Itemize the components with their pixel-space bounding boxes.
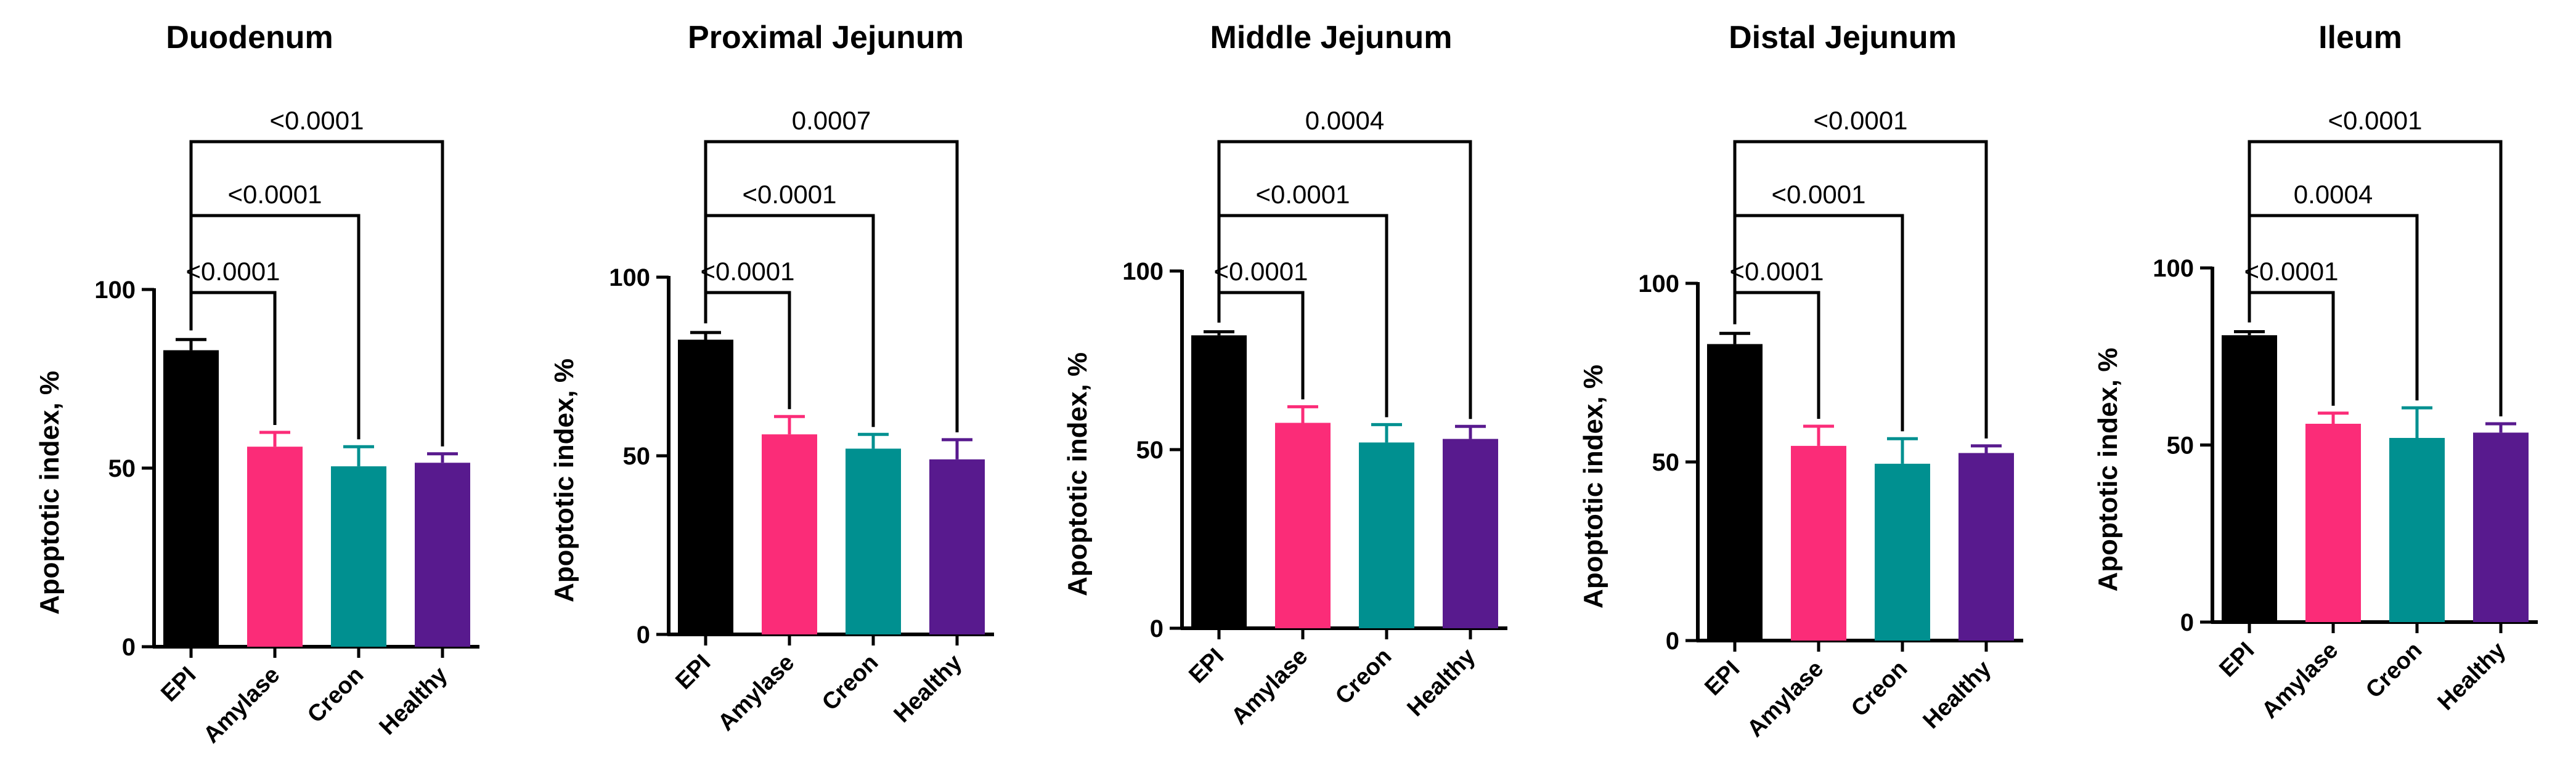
category-label-epi: EPI [156, 662, 201, 707]
y-tick-label: 100 [1638, 270, 1679, 297]
chart-title: Ileum [2318, 20, 2402, 55]
y-tick-label: 100 [609, 264, 650, 291]
y-tick-label: 0 [2180, 609, 2194, 636]
y-axis-label: Apoptotic index, % [2093, 348, 2123, 592]
p-value-label: <0.0001 [701, 257, 795, 286]
significance-bracket [1733, 140, 1988, 439]
p-value-label: <0.0001 [1214, 257, 1308, 286]
y-tick-label: 50 [108, 455, 136, 482]
category-label-amylase: Amylase [198, 662, 285, 748]
category-label-creon: Creon [1846, 656, 1912, 722]
y-axis-label: Apoptotic index, % [35, 371, 65, 615]
bar-amylase [762, 434, 817, 634]
p-value-label: <0.0001 [228, 180, 322, 209]
p-value-label: 0.0004 [2294, 180, 2373, 209]
bar-creon [1359, 442, 1414, 628]
y-tick-label: 0 [637, 621, 650, 649]
y-tick-label: 50 [1136, 437, 1164, 464]
y-tick-label: 50 [2167, 432, 2195, 459]
bar-healthy [2473, 432, 2529, 622]
y-axis-label: Apoptotic index, % [549, 358, 579, 602]
category-label-healthy: Healthy [2433, 637, 2511, 716]
category-label-epi: EPI [670, 650, 715, 695]
chart-title: Middle Jejunum [1210, 20, 1453, 55]
p-value-label: <0.0001 [270, 106, 364, 135]
category-label-healthy: Healthy [1403, 644, 1481, 722]
bar-healthy [415, 463, 470, 647]
bar-creon [1875, 463, 1930, 641]
p-value-label: <0.0001 [1256, 180, 1350, 209]
p-value-label: <0.0001 [1730, 257, 1824, 286]
bar-epi [678, 339, 733, 634]
bar-healthy [1443, 439, 1498, 628]
p-value-label: 0.0007 [792, 106, 871, 135]
bar-epi [1707, 344, 1763, 641]
significance-bracket [1217, 140, 1472, 419]
p-value-label: <0.0001 [1772, 180, 1866, 209]
p-value-label: <0.0001 [1814, 106, 1908, 135]
category-label-healthy: Healthy [375, 662, 453, 740]
bar-creon [2389, 438, 2445, 622]
chart-title: Duodenum [166, 20, 333, 55]
bar-epi [1191, 335, 1247, 628]
bar-creon [331, 466, 386, 647]
y-tick-label: 0 [122, 634, 136, 661]
bar-amylase [2305, 424, 2361, 622]
p-value-label: <0.0001 [2328, 106, 2423, 135]
bar-healthy [929, 459, 985, 634]
category-label-healthy: Healthy [889, 650, 968, 728]
chart-title: Distal Jejunum [1729, 20, 1957, 55]
y-axis-label: Apoptotic index, % [1578, 365, 1608, 609]
p-value-label: <0.0001 [743, 180, 837, 209]
category-label-epi: EPI [2214, 637, 2259, 682]
y-axis-label: Apoptotic index, % [1062, 352, 1093, 596]
category-label-amylase: Amylase [1226, 644, 1313, 730]
chart-title: Proximal Jejunum [688, 20, 964, 55]
p-value-label: <0.0001 [186, 257, 280, 286]
bar-amylase [247, 447, 303, 647]
bar-creon [846, 448, 901, 634]
y-tick-label: 100 [2153, 255, 2194, 282]
bar-epi [163, 350, 219, 647]
category-label-creon: Creon [2361, 637, 2427, 703]
category-label-creon: Creon [817, 650, 883, 716]
bar-healthy [1958, 453, 2014, 641]
y-tick-label: 50 [623, 443, 651, 470]
p-value-label: 0.0004 [1305, 106, 1384, 135]
y-tick-label: 0 [1666, 628, 1679, 655]
category-label-creon: Creon [303, 662, 369, 728]
bar-epi [2222, 335, 2277, 622]
category-label-epi: EPI [1700, 656, 1745, 701]
category-label-amylase: Amylase [2257, 637, 2343, 724]
significance-bracket [704, 140, 959, 432]
category-label-epi: EPI [1184, 644, 1229, 689]
significance-bracket [189, 140, 444, 447]
y-tick-label: 0 [1150, 615, 1164, 642]
p-value-label: <0.0001 [2244, 257, 2339, 286]
category-label-creon: Creon [1331, 644, 1396, 710]
y-tick-label: 50 [1652, 449, 1680, 476]
category-label-amylase: Amylase [713, 650, 799, 736]
y-tick-label: 100 [1122, 258, 1164, 285]
bar-amylase [1275, 423, 1331, 628]
category-label-amylase: Amylase [1742, 656, 1828, 742]
y-tick-label: 100 [94, 277, 136, 304]
significance-bracket [2248, 140, 2503, 416]
bar-amylase [1791, 445, 1846, 641]
category-label-healthy: Healthy [1918, 656, 1997, 734]
